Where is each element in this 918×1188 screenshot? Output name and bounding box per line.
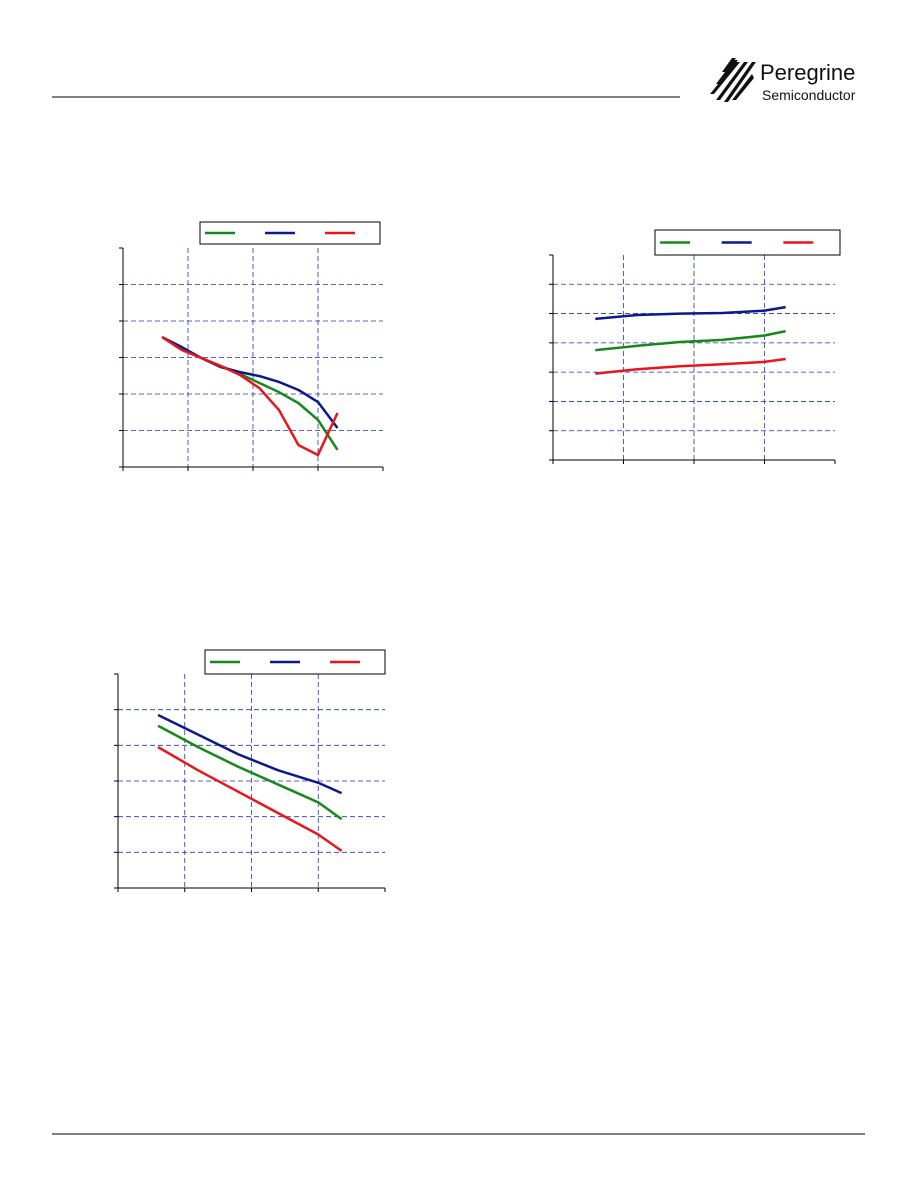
series-line xyxy=(157,713,343,795)
logo-icon xyxy=(710,58,756,102)
series-line xyxy=(157,746,343,852)
series-line xyxy=(157,724,343,821)
brand-sub: Semiconductor xyxy=(762,87,856,103)
series-line xyxy=(161,335,339,429)
series-line xyxy=(595,357,786,375)
series-line xyxy=(595,329,786,352)
series-line xyxy=(161,336,339,457)
series-line xyxy=(595,305,786,321)
brand: Peregrine xyxy=(760,60,855,85)
